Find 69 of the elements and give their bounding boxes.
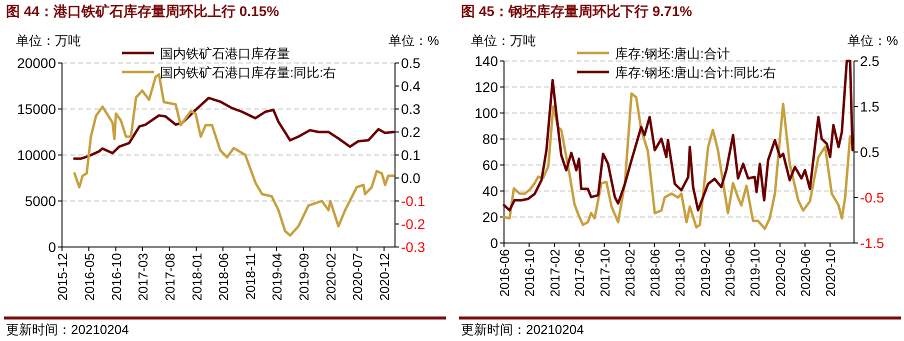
x-tick-label: 2020-02 [773, 249, 788, 297]
x-tick-label: 2019-06 [722, 249, 738, 297]
x-tick-label: 2019-02 [698, 249, 713, 297]
x-tick-label: 2016-10 [522, 249, 538, 297]
y-tick-label: 60 [482, 157, 498, 173]
x-tick-label: 2016-06 [497, 249, 512, 297]
y-tick-label: 40 [482, 183, 498, 199]
x-tick-label: 2015-12 [55, 253, 70, 301]
y2-axis-title: 单位：% [388, 33, 440, 48]
y-tick-label: 120 [474, 79, 498, 95]
x-tick-label: 2019-04 [270, 253, 285, 301]
x-tick-label: 2018-11 [242, 253, 258, 300]
y2-tick-label: 0.3 [401, 101, 421, 117]
chart-title: 图 45：钢坯库存量周环比下行 9.71% [461, 3, 693, 19]
x-tick-label: 2018-01 [189, 253, 204, 301]
line-series [502, 92, 854, 230]
chart-title: 图 44：港口铁矿石库存量周环比上行 0.15% [6, 3, 280, 19]
y2-tick-label: -0.3 [401, 239, 426, 255]
legend-label: 库存:钢坯:唐山:合计:同比:右 [615, 65, 776, 80]
line-series [73, 96, 395, 160]
y2-tick-label: 0.2 [401, 124, 421, 140]
y-tick-label: 5000 [24, 193, 56, 209]
x-tick-label: 2019-09 [296, 253, 312, 301]
x-tick-label: 2018-06 [647, 249, 662, 297]
y2-tick-label: -0.5 [860, 190, 884, 206]
y-axis-title: 单位：万吨 [471, 33, 536, 48]
y2-tick-label: 0.5 [860, 144, 880, 160]
text: 更新时间：20210204 [461, 322, 584, 337]
y2-tick-label: -0.2 [401, 216, 426, 232]
y-tick-label: 15000 [17, 101, 56, 117]
y2-tick-label: 1.5 [860, 98, 880, 114]
x-tick-label: 2017-03 [135, 253, 150, 301]
x-tick-label: 2017-06 [572, 249, 588, 297]
x-tick-label: 2020-06 [798, 249, 813, 297]
x-tick-label: 2017-10 [597, 249, 612, 297]
y-tick-label: 80 [482, 131, 498, 147]
y2-tick-label: -1.5 [860, 235, 884, 251]
y-tick-label: 100 [474, 105, 498, 121]
x-tick-label: 2017-08 [162, 253, 178, 301]
x-tick-label: 2017-02 [547, 249, 562, 297]
x-tick-label: 2019-10 [748, 249, 763, 297]
y2-axis-title: 单位：% [847, 33, 898, 48]
x-tick-label: 2016-10 [108, 253, 124, 301]
x-tick-label: 2020-10 [823, 249, 838, 297]
x-tick-label: 2020-12 [377, 253, 392, 301]
y-axis-title: 单位：万吨 [16, 33, 81, 48]
y-tick-label: 10000 [17, 147, 56, 163]
legend-label: 国内铁矿石港口库存量:同比:右 [160, 65, 336, 80]
legend-label: 库存:钢坯:唐山:合计 [615, 46, 730, 61]
y-tick-label: 0 [490, 235, 498, 251]
y-tick-label: 140 [474, 53, 498, 69]
y2-tick-label: 0.1 [401, 147, 421, 163]
y2-tick-label: 0.4 [401, 78, 421, 94]
x-tick-label: 2018-10 [672, 249, 688, 297]
y-tick-label: 20000 [17, 55, 56, 71]
line-series [502, 60, 854, 212]
y2-tick-label: 0.0 [401, 170, 421, 186]
y-tick-label: 0 [48, 239, 56, 255]
legend-label: 国内铁矿石港口库存量 [160, 46, 290, 61]
x-tick-label: 2016-05 [82, 253, 97, 301]
x-tick-label: 2020-07 [350, 253, 366, 301]
text: 更新时间：20210204 [6, 322, 129, 337]
x-tick-label: 2018-02 [622, 249, 638, 297]
y-tick-label: 20 [482, 209, 498, 225]
y2-tick-label: -0.1 [401, 193, 426, 209]
x-tick-label: 2020-02 [323, 253, 338, 301]
y2-tick-label: 2.5 [860, 53, 880, 69]
y2-tick-label: 0.5 [401, 55, 421, 71]
x-tick-label: 2018-06 [216, 253, 231, 301]
